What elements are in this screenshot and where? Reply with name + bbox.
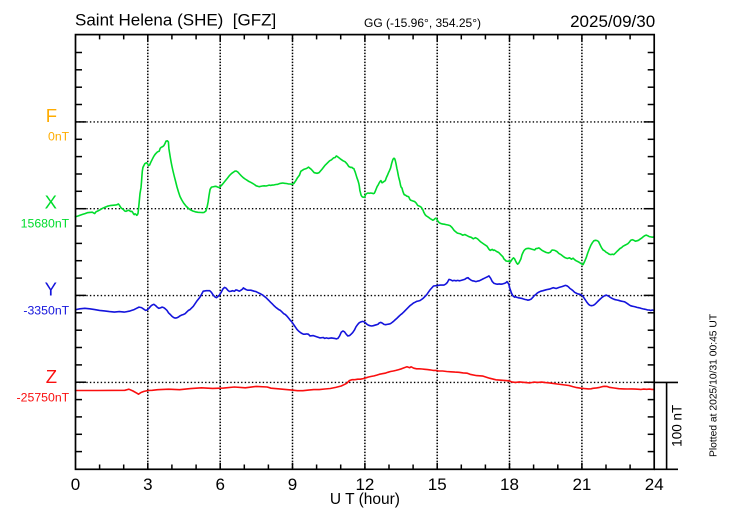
svg-text:21: 21 (572, 475, 591, 494)
svg-text:0nT: 0nT (48, 130, 70, 144)
svg-text:-3350nT: -3350nT (23, 304, 69, 318)
svg-text:-25750nT: -25750nT (17, 390, 70, 404)
svg-text:X: X (45, 192, 57, 213)
svg-text:Saint Helena (SHE) [GFZ]: Saint Helena (SHE) [GFZ] (75, 11, 276, 30)
svg-text:24: 24 (645, 475, 664, 494)
svg-text:Z: Z (46, 366, 57, 387)
svg-text:18: 18 (500, 475, 519, 494)
svg-text:F: F (46, 105, 57, 126)
svg-text:GG (-15.96°, 354.25°): GG (-15.96°, 354.25°) (364, 16, 481, 30)
svg-text:100 nT: 100 nT (670, 405, 685, 447)
svg-text:12: 12 (355, 475, 374, 494)
svg-text:2025/09/30: 2025/09/30 (570, 12, 655, 31)
svg-text:9: 9 (288, 475, 297, 494)
svg-text:Y: Y (45, 279, 57, 300)
svg-text:3: 3 (143, 475, 152, 494)
svg-text:0: 0 (71, 475, 80, 494)
svg-text:6: 6 (215, 475, 224, 494)
svg-text:Plotted at 2025/10/31 00:45 UT: Plotted at 2025/10/31 00:45 UT (709, 313, 720, 457)
svg-text:15: 15 (428, 475, 447, 494)
svg-text:U T (hour): U T (hour) (330, 491, 400, 508)
svg-text:15680nT: 15680nT (21, 216, 70, 230)
